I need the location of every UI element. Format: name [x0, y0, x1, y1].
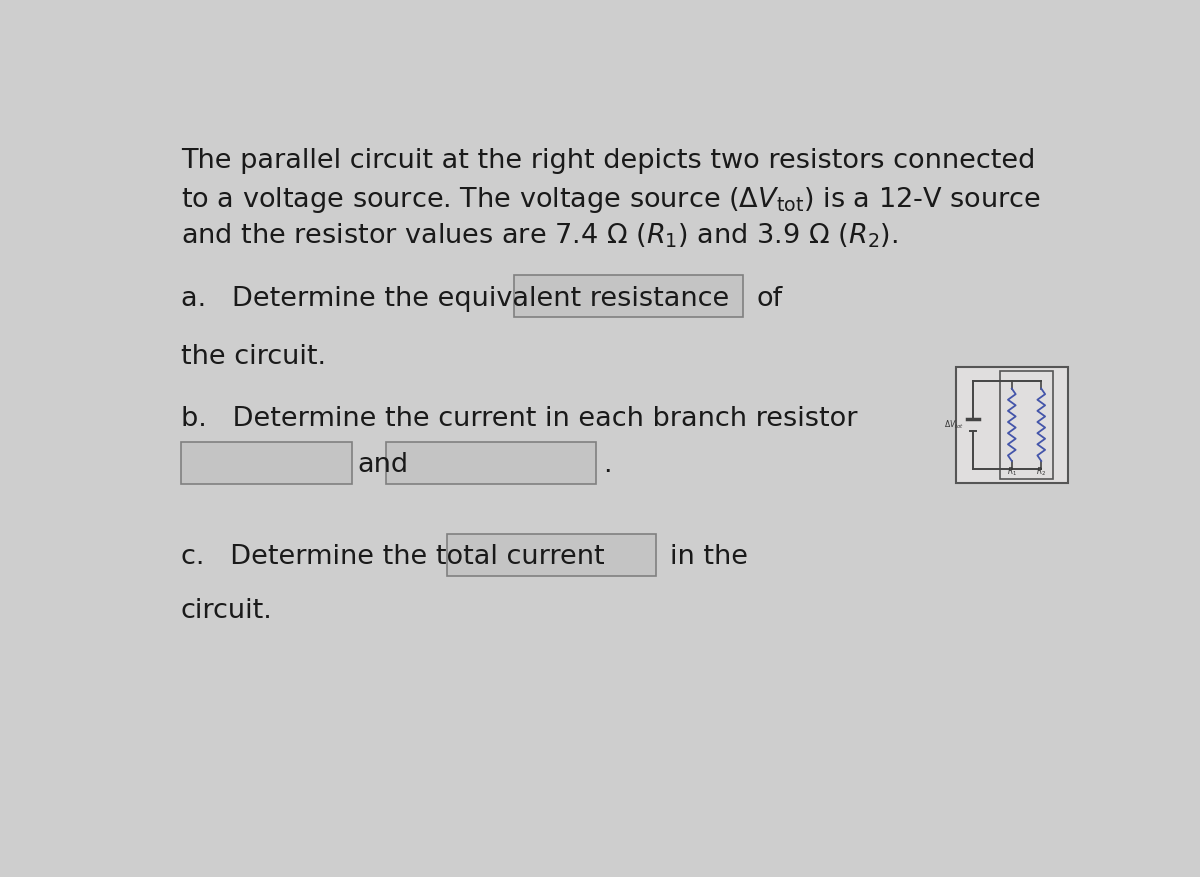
Text: $R_2$: $R_2$ — [1036, 466, 1046, 478]
Text: $\Delta V_{tot}$: $\Delta V_{tot}$ — [943, 418, 964, 431]
Bar — [515, 275, 743, 317]
Bar — [956, 367, 1068, 482]
Text: in the: in the — [670, 544, 748, 570]
Text: the circuit.: the circuit. — [181, 344, 326, 370]
Text: b.   Determine the current in each branch resistor: b. Determine the current in each branch … — [181, 405, 858, 431]
Bar — [386, 442, 595, 484]
Bar — [1000, 371, 1052, 479]
Text: and the resistor values are 7.4 $\Omega$ ($R_1$) and 3.9 $\Omega$ ($R_2$).: and the resistor values are 7.4 $\Omega$… — [181, 222, 898, 250]
Text: circuit.: circuit. — [181, 598, 272, 624]
Text: The parallel circuit at the right depicts two resistors connected: The parallel circuit at the right depict… — [181, 147, 1036, 174]
Bar — [181, 442, 352, 484]
Text: c.   Determine the total current: c. Determine the total current — [181, 544, 605, 570]
Text: .: . — [604, 452, 612, 478]
Text: of: of — [757, 286, 782, 312]
Text: a.   Determine the equivalent resistance: a. Determine the equivalent resistance — [181, 286, 730, 312]
Text: $R_1$: $R_1$ — [1007, 466, 1016, 478]
Text: and: and — [358, 452, 409, 478]
Bar — [446, 534, 656, 576]
Text: to a voltage source. The voltage source ($\Delta V_{\mathrm{tot}}$) is a 12-V so: to a voltage source. The voltage source … — [181, 184, 1040, 215]
